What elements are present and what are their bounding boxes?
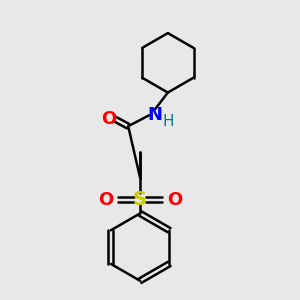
Text: O: O xyxy=(101,110,116,128)
Text: S: S xyxy=(133,190,147,209)
Text: N: N xyxy=(148,106,163,124)
Text: H: H xyxy=(162,114,174,129)
Text: O: O xyxy=(167,190,182,208)
Text: O: O xyxy=(98,190,113,208)
